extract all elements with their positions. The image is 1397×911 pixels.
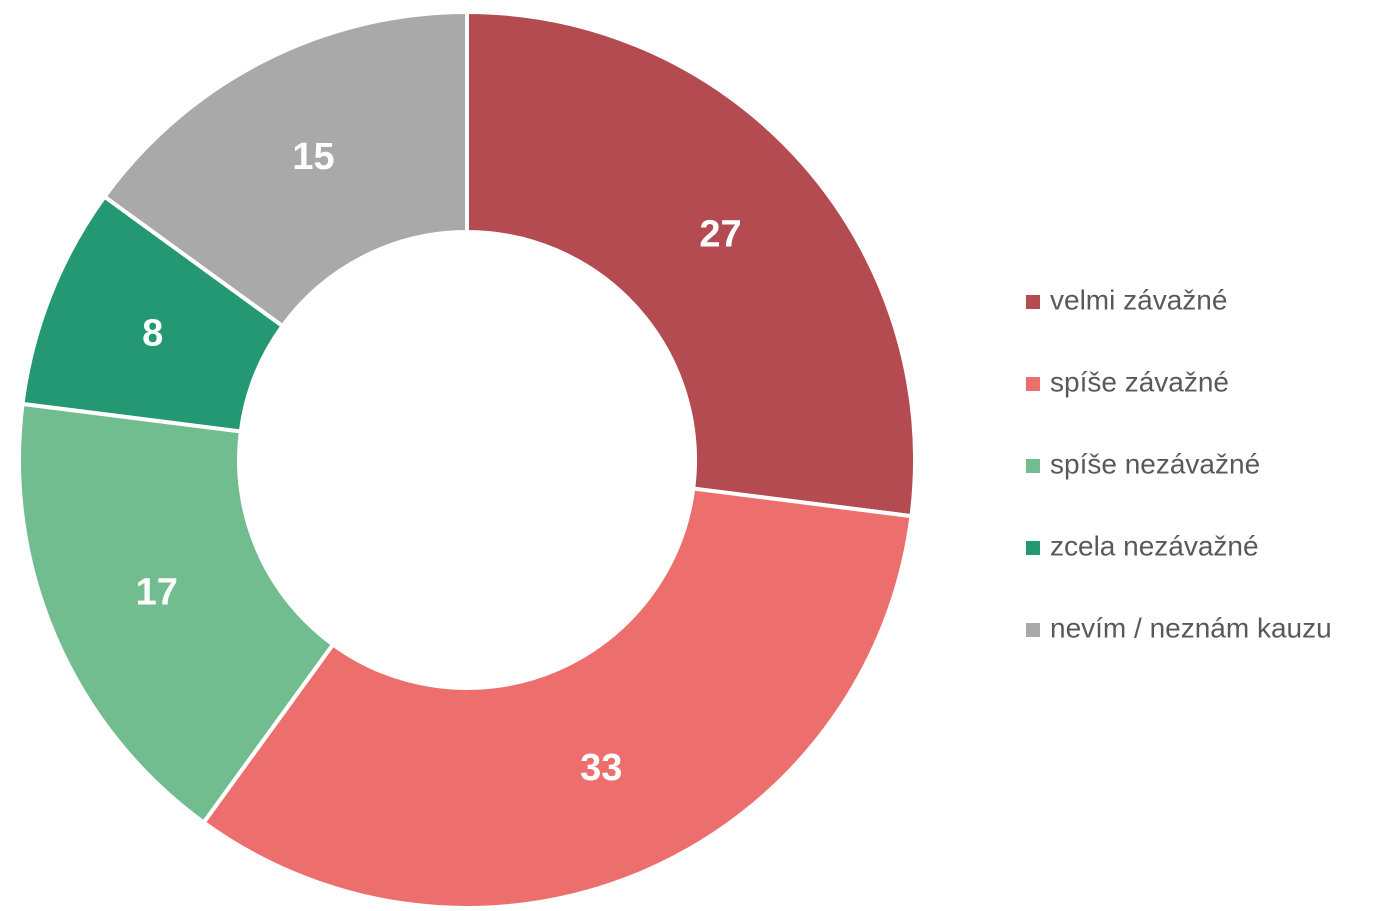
donut-segment bbox=[465, 9, 917, 519]
legend-swatch bbox=[1026, 459, 1040, 473]
legend-swatch bbox=[1026, 295, 1040, 309]
legend-swatch bbox=[1026, 377, 1040, 391]
legend-swatch bbox=[1026, 623, 1040, 637]
donut-segment bbox=[101, 9, 469, 329]
donut-segment bbox=[17, 401, 336, 826]
data-label: 33 bbox=[580, 747, 622, 789]
legend-label: spíše závažné bbox=[1050, 366, 1229, 397]
data-label: 8 bbox=[142, 313, 163, 355]
legend-label: nevím / neznám kauzu bbox=[1050, 612, 1332, 643]
data-label: 17 bbox=[136, 571, 178, 613]
donut-segment bbox=[200, 486, 914, 910]
legend-label: velmi závažné bbox=[1050, 284, 1227, 315]
legend-label: zcela nezávažné bbox=[1050, 530, 1259, 561]
data-label: 27 bbox=[699, 214, 741, 256]
legend-swatch bbox=[1026, 541, 1040, 555]
legend-label: spíše nezávažné bbox=[1050, 448, 1260, 479]
data-label: 15 bbox=[292, 136, 334, 178]
